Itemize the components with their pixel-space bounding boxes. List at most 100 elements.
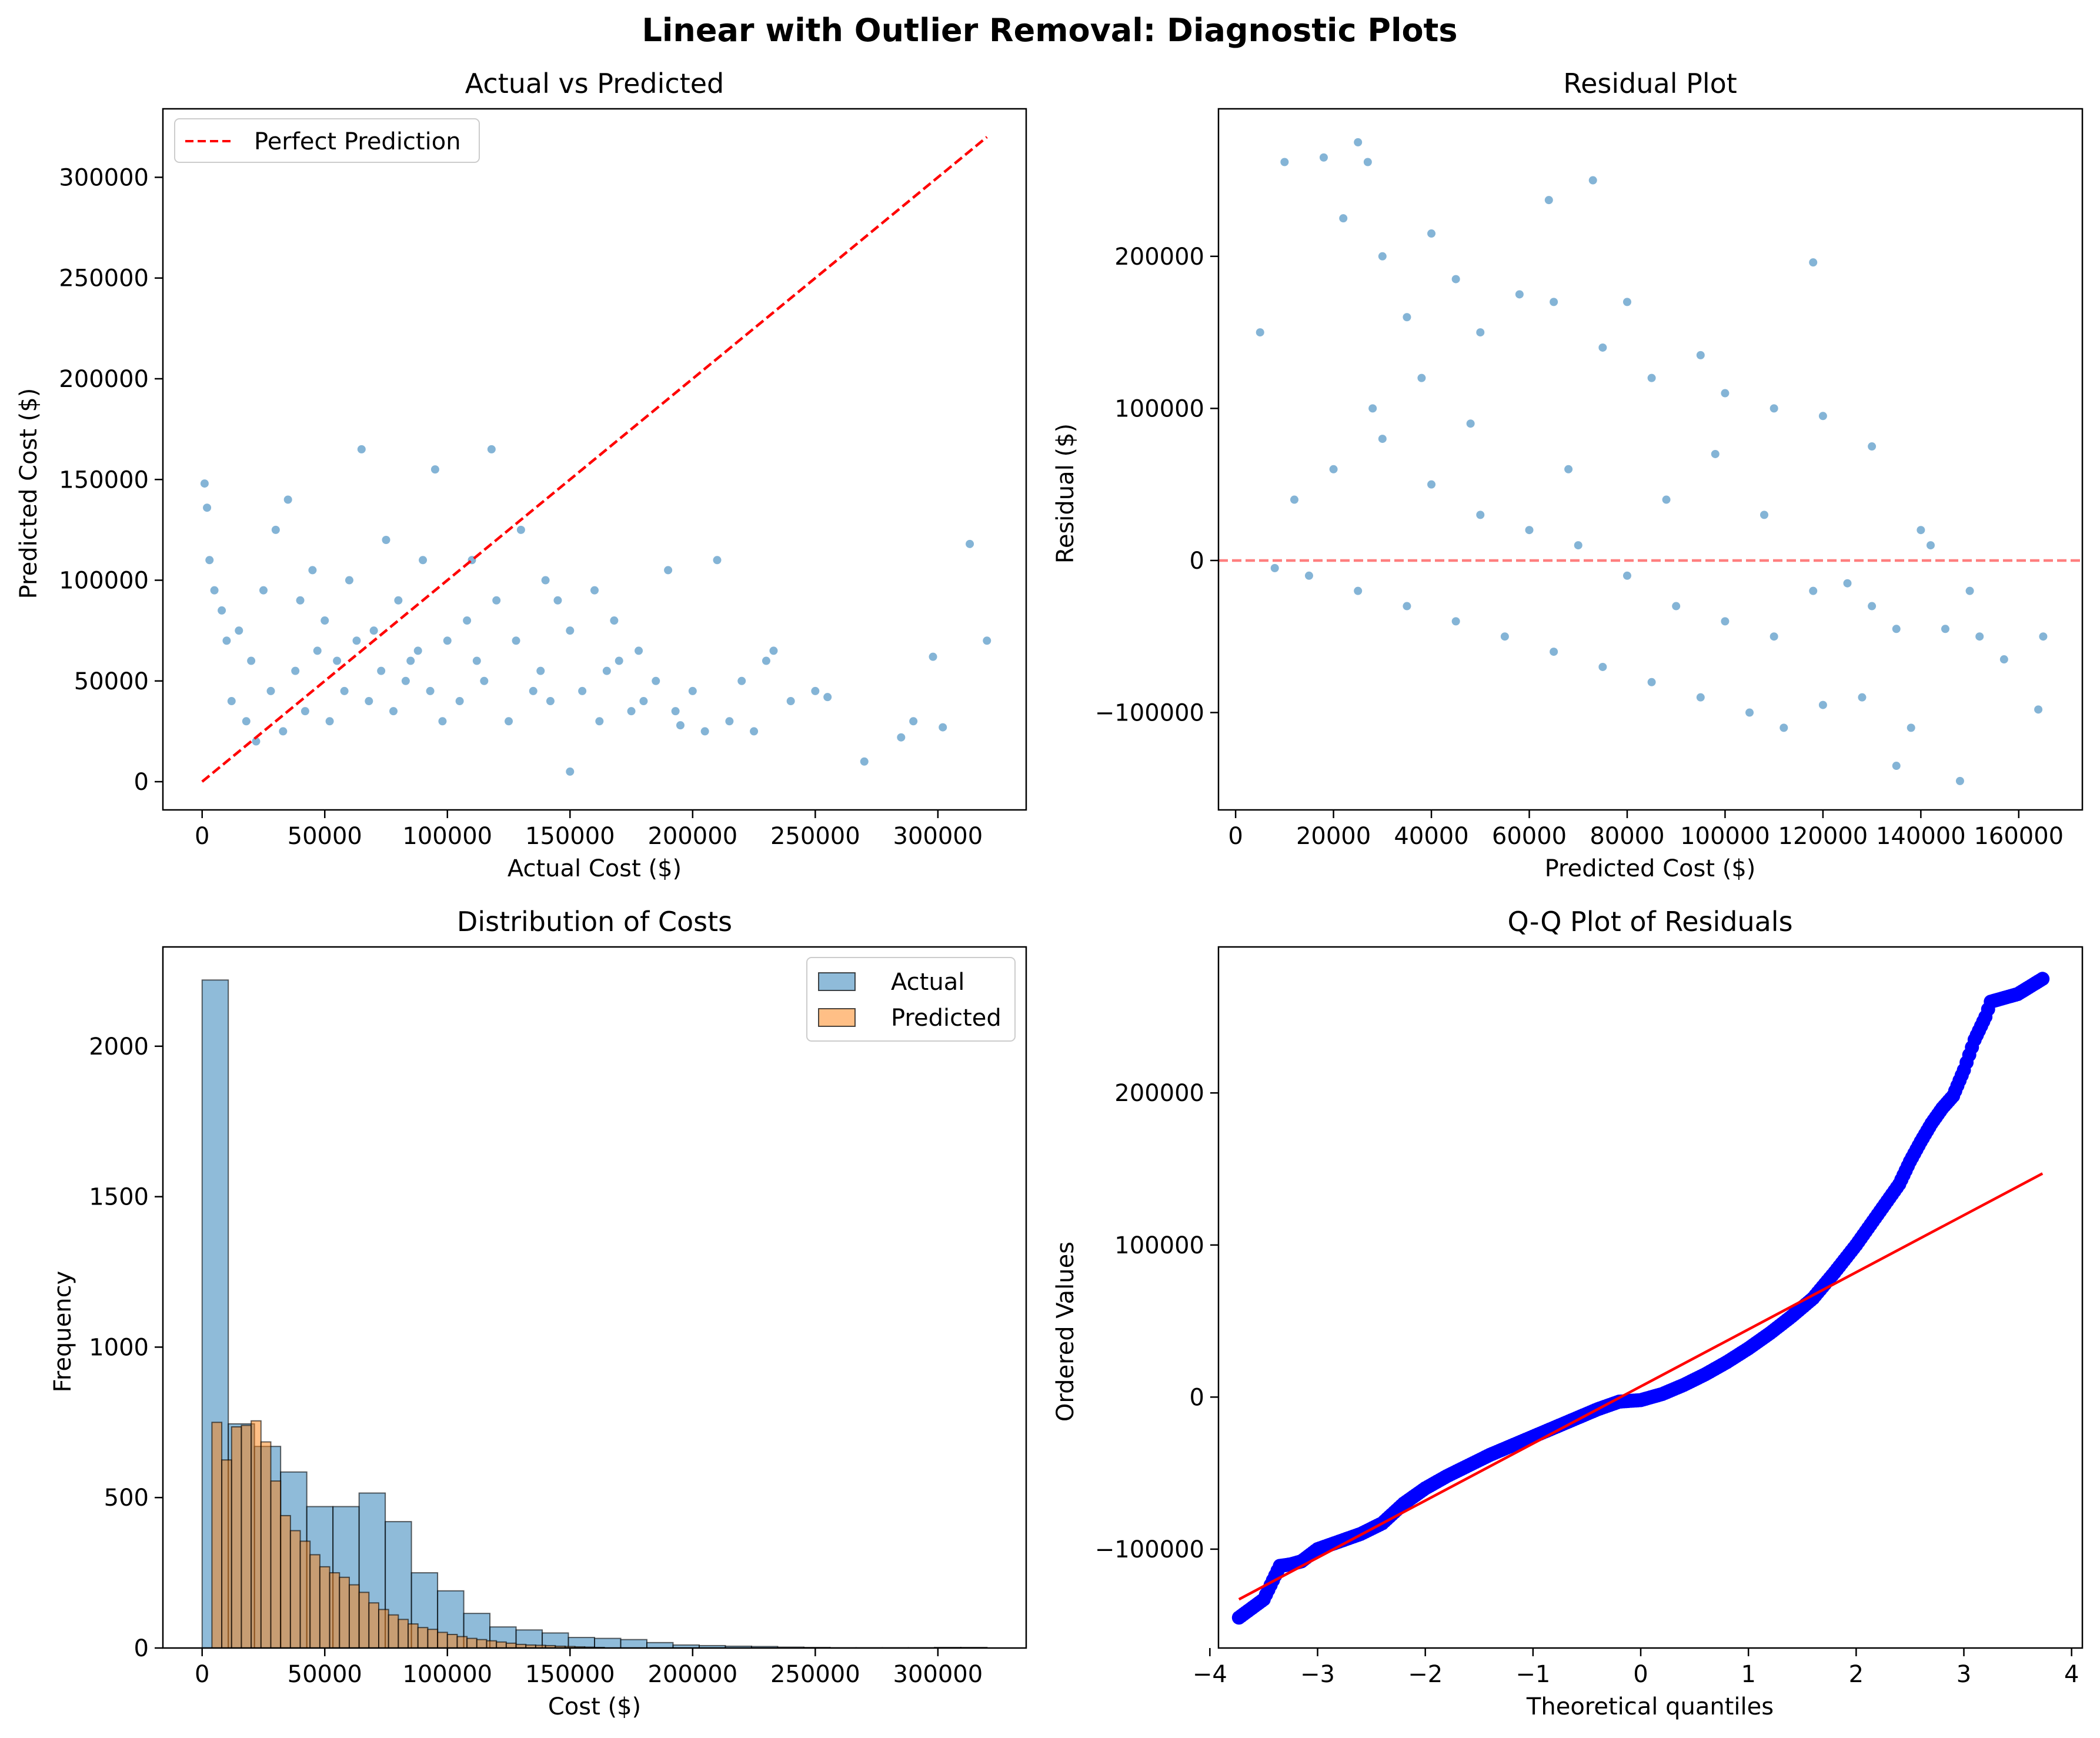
scatter-point: [340, 686, 349, 695]
xlabel-actual-cost: Actual Cost ($): [508, 855, 682, 882]
y-tick-label: 200000: [59, 366, 149, 393]
scatter-point: [590, 586, 599, 595]
residual-point: [1696, 351, 1705, 359]
scatter-point: [325, 717, 334, 726]
x-tick-label: 0: [195, 1661, 209, 1688]
residual-point: [2034, 705, 2043, 714]
xlabel-predicted-cost: Predicted Cost ($): [1545, 855, 1756, 882]
x-tick-label: 0: [195, 823, 209, 850]
figure-title: Linear with Outlier Removal: Diagnostic …: [642, 12, 1457, 49]
residual-point: [1892, 762, 1901, 770]
histogram-bar-predicted: [417, 1627, 429, 1649]
residual-point: [1319, 153, 1328, 162]
x-tick-label: 0: [1228, 823, 1243, 850]
scatter-point: [595, 717, 604, 726]
histogram-bar-predicted: [398, 1619, 409, 1649]
residual-point: [1809, 258, 1818, 267]
xlabel-cost: Cost ($): [548, 1693, 641, 1720]
residual-point: [1427, 480, 1436, 489]
actual-vs-predicted-panel: Actual vs Predicted Actual Cost ($) Pred…: [15, 68, 1027, 882]
scatter-point: [389, 707, 398, 716]
histogram-bar-predicted: [486, 1640, 498, 1649]
residual-point: [1999, 655, 2008, 664]
residual-point: [1270, 563, 1279, 572]
y-tick-label: 0: [134, 1635, 149, 1662]
scatter-point: [492, 596, 501, 605]
y-tick-label: 100000: [1114, 395, 1204, 422]
x-tick-label: 120000: [1778, 823, 1868, 850]
x-tick-label: 40000: [1394, 823, 1468, 850]
scatter-point: [652, 676, 660, 685]
scatter-point: [382, 536, 390, 545]
x-tick-label: 0: [1633, 1661, 1648, 1688]
residual-point: [1868, 442, 1877, 451]
residual-point: [1672, 602, 1681, 611]
residual-point: [1917, 526, 1925, 535]
histogram-bar-predicted: [388, 1614, 399, 1649]
residual-point: [1818, 412, 1827, 421]
residual-plot-panel: Residual Plot Predicted Cost ($) Residua…: [1052, 68, 2084, 882]
x-tick-label: 3: [1957, 1661, 1971, 1688]
scatter-point: [266, 686, 275, 695]
legend-histogram: Actual Predicted: [806, 957, 1016, 1042]
distribution-of-costs-panel: Distribution of Costs Cost ($) Frequency…: [49, 906, 1027, 1720]
scatter-point: [369, 626, 378, 635]
x-tick-label: 250000: [770, 1661, 860, 1688]
scatter-point: [688, 686, 697, 695]
histogram-bar-predicted: [378, 1609, 389, 1649]
residual-point: [1550, 298, 1558, 306]
residual-point: [1780, 723, 1788, 732]
scatter-point: [394, 596, 403, 605]
y-tick-label: 50000: [74, 668, 149, 695]
legend-swatch-predicted: [818, 1008, 856, 1027]
scatter-point: [823, 693, 832, 702]
scatter-point: [627, 707, 636, 716]
scatter-point: [227, 697, 236, 706]
scatter-point: [222, 636, 231, 645]
scatter-point: [271, 525, 280, 534]
scatter-point: [966, 539, 974, 548]
scatter-point: [345, 576, 353, 585]
residual-point: [1662, 495, 1671, 504]
scatter-point: [578, 686, 587, 695]
perfect-prediction-line: [201, 136, 988, 783]
histogram-bar-predicted: [427, 1629, 439, 1649]
histogram-bar-predicted: [329, 1572, 340, 1649]
histogram-bar-predicted: [358, 1592, 370, 1649]
legend-label-perfect-prediction: Perfect Prediction: [254, 128, 461, 155]
residual-point: [1843, 579, 1852, 588]
residual-point: [1647, 373, 1656, 382]
histogram-bar-actual: [620, 1639, 647, 1649]
x-tick-label: 50000: [288, 823, 362, 850]
residual-point: [1378, 252, 1387, 261]
residual-point: [1427, 229, 1436, 238]
scatter-point: [635, 646, 643, 655]
y-tick-label: 1000: [89, 1334, 149, 1361]
y-tick-label: 1500: [89, 1184, 149, 1211]
scatter-point: [205, 556, 214, 565]
plot-frame: [1217, 108, 2084, 811]
residual-point: [1907, 723, 1915, 732]
residual-point: [1598, 343, 1607, 352]
histogram-bar-actual: [594, 1637, 622, 1649]
scatter-point: [541, 576, 550, 585]
scatter-point: [259, 586, 268, 595]
histogram-bar-predicted: [221, 1459, 232, 1649]
residual-point: [1955, 776, 1964, 785]
y-tick-label: 200000: [1114, 243, 1204, 271]
scatter-point: [430, 465, 439, 474]
residual-point: [1696, 693, 1705, 702]
scatter-point: [235, 626, 243, 635]
residual-point: [1858, 693, 1867, 702]
residual-point: [1417, 373, 1426, 382]
panel-title-qq-plot: Q-Q Plot of Residuals: [1507, 906, 1792, 938]
scatter-point: [811, 686, 820, 695]
histogram-bar-predicted: [466, 1637, 478, 1649]
x-tick-label: 80000: [1590, 823, 1664, 850]
scatter-point: [737, 676, 746, 685]
residual-point: [1515, 290, 1524, 299]
y-tick-label: 300000: [59, 164, 149, 191]
scatter-point: [443, 636, 452, 645]
scatter-point: [352, 636, 361, 645]
